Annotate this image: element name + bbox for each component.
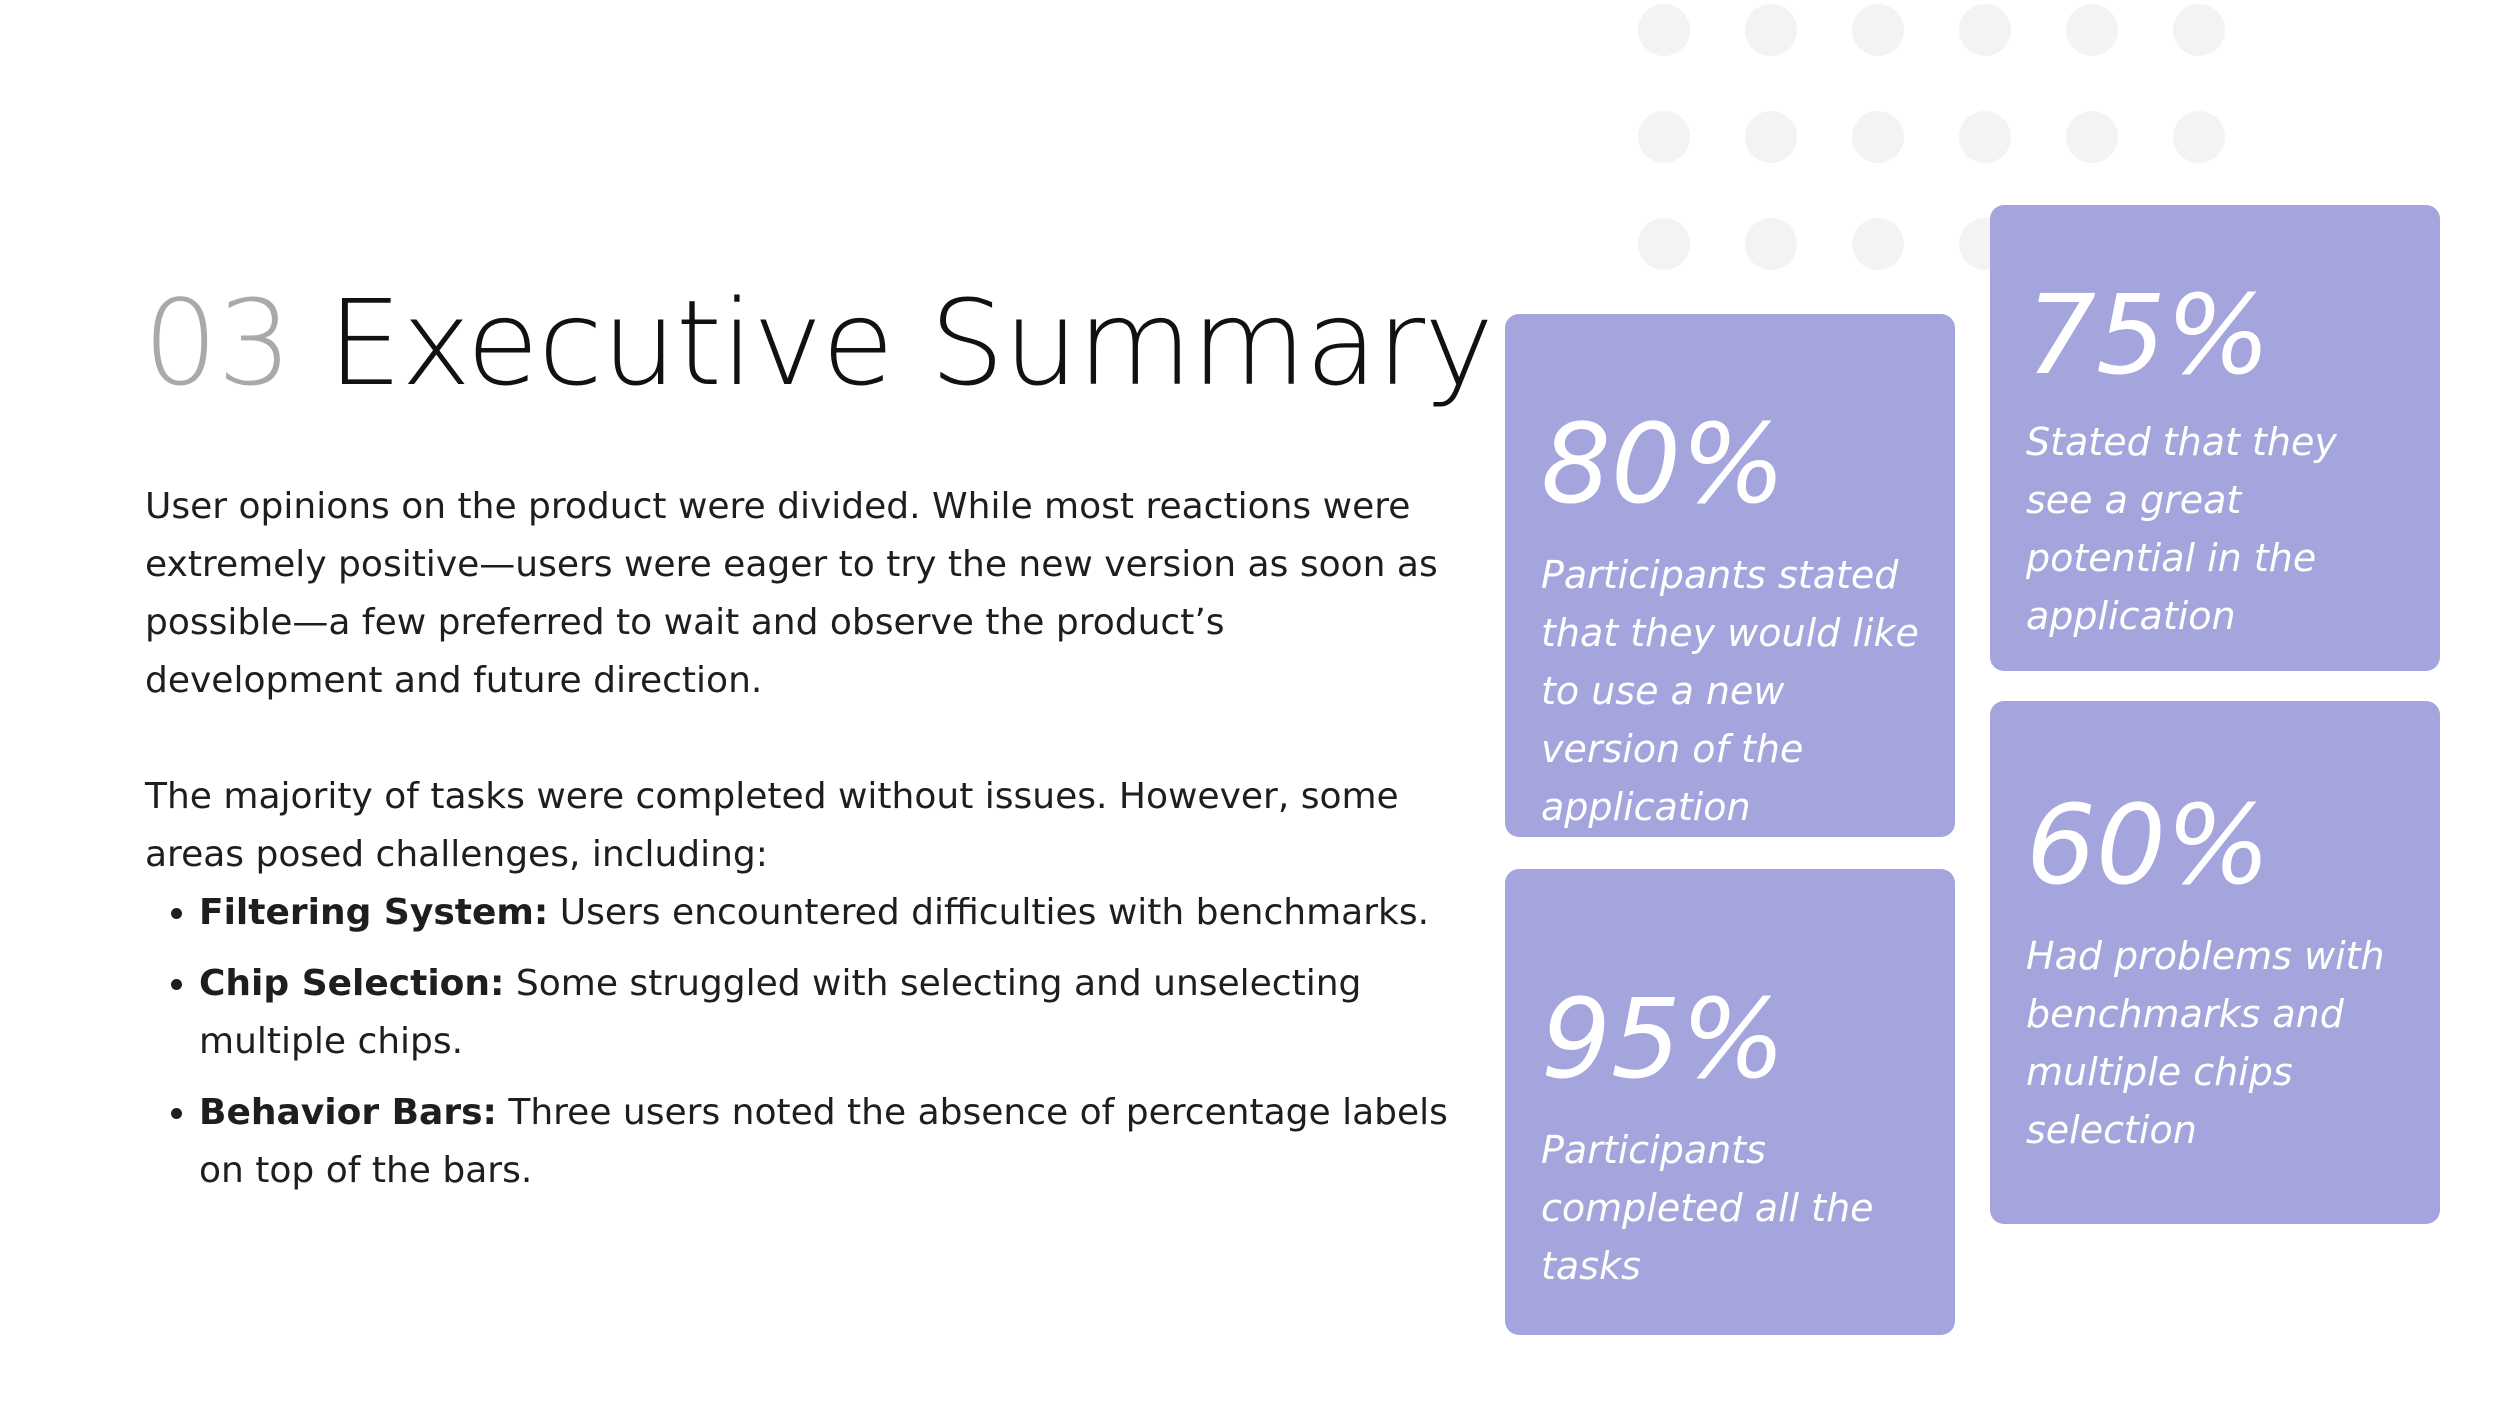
section-title: Executive Summary — [327, 274, 1494, 412]
dot — [2066, 4, 2118, 56]
stat-description: Had problems with benchmarks and multipl… — [2026, 934, 2385, 1152]
dot — [1852, 4, 1904, 56]
dot — [1638, 218, 1690, 270]
list-item-text: Three users noted the absence of percent… — [199, 1092, 1448, 1191]
stat-value: 75% — [2026, 271, 2271, 399]
list-item: Behavior Bars: Three users noted the abs… — [199, 1084, 1465, 1200]
dot — [1745, 218, 1797, 270]
stat-value: 80% — [1541, 400, 1786, 528]
section-number: 03 — [143, 274, 292, 412]
summary-content: User opinions on the product were divide… — [145, 478, 1465, 1213]
stat-description: Participants stated that they would like… — [1541, 553, 1919, 829]
stat-card-60: 60% Had problems with benchmarks and mul… — [1990, 701, 2440, 1224]
list-item-label: Filtering System: — [199, 892, 549, 933]
stat-description: Stated that they see a great potential i… — [2026, 420, 2337, 638]
dot — [1745, 4, 1797, 56]
dot — [1638, 4, 1690, 56]
dot — [2173, 4, 2225, 56]
dot — [1745, 111, 1797, 163]
list-item-text: Some struggled with selecting and unsele… — [199, 963, 1362, 1062]
dot — [1959, 111, 2011, 163]
dot — [1638, 111, 1690, 163]
decorative-dot-grid — [1638, 4, 2238, 404]
page-title: 03 Executive Summary — [143, 268, 1494, 418]
challenge-list: Filtering System: Users encountered diff… — [145, 884, 1465, 1200]
stat-description: Participants completed all the tasks — [1541, 1128, 1874, 1288]
dot — [1959, 4, 2011, 56]
dot — [2066, 111, 2118, 163]
list-item-label: Behavior Bars: — [199, 1092, 497, 1133]
stat-value: 95% — [1541, 975, 1786, 1103]
list-item-label: Chip Selection: — [199, 963, 505, 1004]
stat-card-80: 80% Participants stated that they would … — [1505, 314, 1955, 837]
dot — [1852, 111, 1904, 163]
stat-value: 60% — [2026, 781, 2271, 909]
list-item: Filtering System: Users encountered diff… — [199, 884, 1465, 942]
stat-card-95: 95% Participants completed all the tasks — [1505, 869, 1955, 1335]
stat-card-75: 75% Stated that they see a great potenti… — [1990, 205, 2440, 671]
summary-paragraph-1: User opinions on the product were divide… — [145, 486, 1438, 701]
list-item: Chip Selection: Some struggled with sele… — [199, 955, 1465, 1071]
summary-paragraph-2: The majority of tasks were completed wit… — [145, 776, 1399, 875]
dot — [2173, 111, 2225, 163]
dot — [1852, 218, 1904, 270]
list-item-text: Users encountered difficulties with benc… — [548, 892, 1430, 933]
